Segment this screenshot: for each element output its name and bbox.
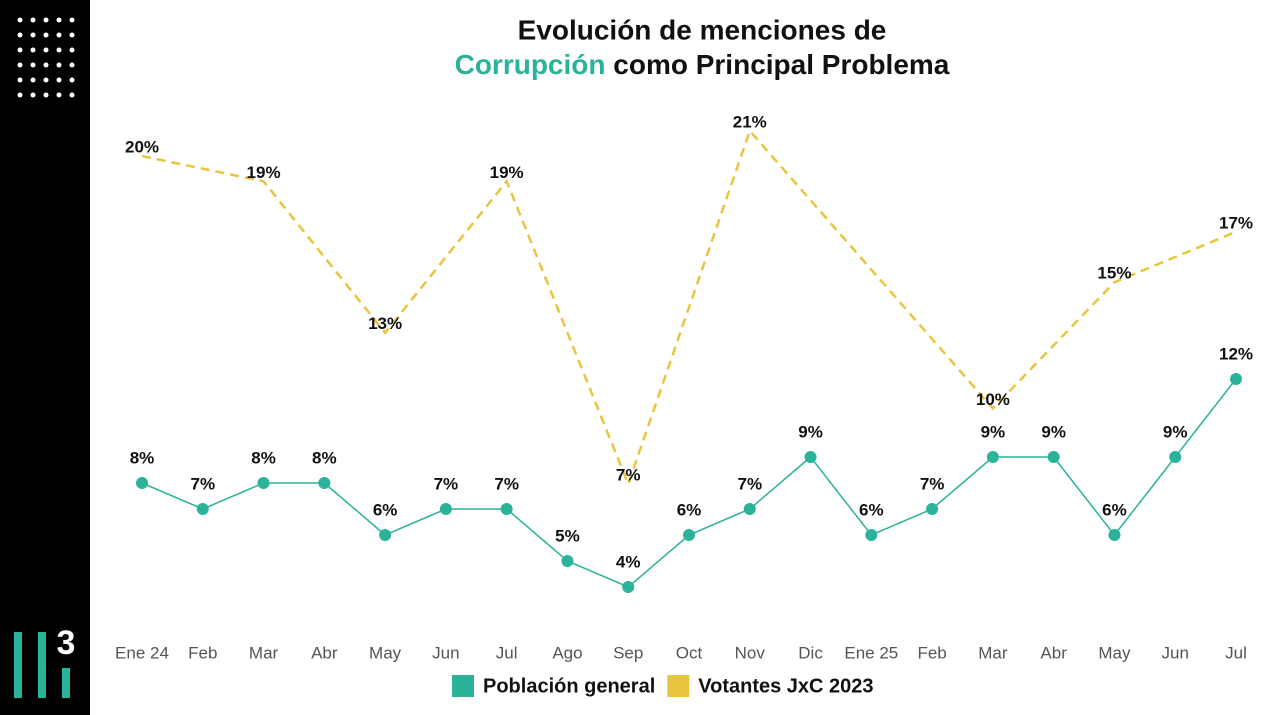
x-tick-label: Dic <box>798 643 823 662</box>
data-label: 8% <box>251 448 276 467</box>
x-tick-label: Mar <box>249 643 279 662</box>
side-bar <box>0 0 90 715</box>
data-label: 7% <box>494 474 519 493</box>
x-tick-label: Jun <box>432 643 459 662</box>
data-label: 4% <box>616 552 641 571</box>
x-tick-label: Abr <box>1040 643 1067 662</box>
x-tick-label: May <box>369 643 402 662</box>
x-tick-label: Jul <box>1225 643 1247 662</box>
point <box>1169 451 1182 463</box>
data-label: 9% <box>981 422 1006 441</box>
point <box>683 529 695 541</box>
x-tick-label: Oct <box>676 643 703 662</box>
point <box>986 451 999 463</box>
x-tick-label: Mar <box>978 643 1008 662</box>
title-rest: como Principal Problema <box>613 49 950 80</box>
x-tick-label: Ago <box>552 643 582 662</box>
data-label: 10% <box>976 390 1010 409</box>
data-label: 15% <box>1097 264 1131 283</box>
data-label: 9% <box>1163 422 1188 441</box>
data-label: 7% <box>616 466 641 485</box>
x-tick-label: Sep <box>613 643 643 662</box>
data-label: 13% <box>368 314 402 333</box>
data-label: 21% <box>733 112 767 131</box>
point <box>379 529 392 541</box>
x-tick-label: Abr <box>311 643 338 662</box>
chart-title-line2: Corrupción como Principal Problema <box>455 49 950 80</box>
data-label: 8% <box>312 448 337 467</box>
data-label: 7% <box>190 474 215 493</box>
x-tick-label: Feb <box>917 643 946 662</box>
point <box>926 503 939 515</box>
point <box>196 503 209 515</box>
point <box>1047 451 1060 463</box>
data-label: 9% <box>798 422 823 441</box>
point <box>500 503 513 515</box>
point <box>136 477 148 489</box>
data-label: 6% <box>1102 500 1127 519</box>
data-label: 7% <box>434 474 459 493</box>
data-label: 6% <box>677 500 702 519</box>
data-label: 7% <box>737 474 762 493</box>
data-label: 7% <box>920 474 945 493</box>
point <box>743 503 756 515</box>
point <box>1230 373 1242 385</box>
data-label: 5% <box>555 526 580 545</box>
legend-label: Población general <box>483 675 655 697</box>
point <box>257 477 270 489</box>
series-line <box>141 378 1237 588</box>
x-tick-label: Nov <box>735 643 766 662</box>
x-tick-label: Jun <box>1162 643 1189 662</box>
data-label: 19% <box>490 163 524 182</box>
x-tick-label: May <box>1098 643 1131 662</box>
x-tick-label: Jul <box>496 643 518 662</box>
data-label: 6% <box>373 500 398 519</box>
dot-pattern <box>17 17 75 98</box>
point <box>622 581 635 593</box>
legend-swatch <box>452 675 474 697</box>
point <box>865 529 878 541</box>
title-highlight: Corrupción <box>455 49 606 80</box>
data-label: 6% <box>859 500 884 519</box>
logo: 3 <box>14 624 75 698</box>
point <box>1108 529 1121 541</box>
data-label: 19% <box>247 163 281 182</box>
data-label: 17% <box>1219 213 1253 232</box>
point <box>318 477 331 489</box>
x-tick-label: Ene 24 <box>115 643 169 662</box>
chart-title-line1: Evolución de menciones de <box>518 14 887 45</box>
data-label: 8% <box>130 448 155 467</box>
point <box>561 555 574 567</box>
data-label: 12% <box>1219 344 1253 363</box>
data-label: 9% <box>1041 422 1066 441</box>
point <box>804 451 817 463</box>
logo-text: 3 <box>57 624 76 662</box>
data-label: 20% <box>125 138 159 157</box>
point <box>439 503 452 515</box>
legend-swatch <box>667 675 690 697</box>
legend-label: Votantes JxC 2023 <box>698 675 873 697</box>
series-line <box>141 128 1237 488</box>
x-tick-label: Ene 25 <box>844 643 898 662</box>
x-tick-label: Feb <box>188 643 217 662</box>
